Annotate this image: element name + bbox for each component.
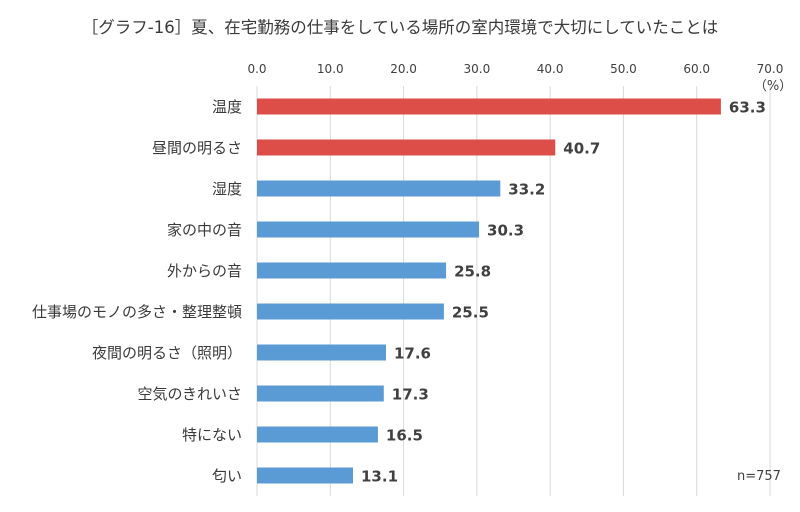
x-tick-label: 70.0 — [757, 62, 784, 76]
x-tick-label: 60.0 — [683, 62, 710, 76]
bar-value-label: 16.5 — [386, 427, 423, 445]
bar — [257, 344, 386, 361]
bar — [257, 139, 556, 156]
bar — [257, 385, 384, 402]
category-label: 匂い — [212, 467, 242, 485]
x-axis-ticks: 0.0 10.0 20.0 30.0 40.0 50.0 60.0 70.0 — [247, 62, 783, 76]
bar — [257, 98, 721, 115]
category-label: 特にない — [182, 426, 242, 444]
bar — [257, 180, 501, 197]
category-label: 温度 — [212, 98, 242, 116]
bar-value-label: 25.5 — [452, 304, 489, 322]
category-label: 昼間の明るさ — [152, 139, 242, 157]
bar — [257, 426, 378, 443]
bar-value-label: 63.3 — [729, 99, 766, 117]
category-label: 外からの音 — [167, 262, 242, 280]
bar — [257, 303, 444, 320]
category-label: 湿度 — [212, 180, 242, 198]
bars — [257, 98, 721, 484]
bar — [257, 262, 447, 279]
sample-size-note: n=757 — [737, 469, 781, 484]
x-tick-label: 20.0 — [390, 62, 417, 76]
category-label: 空気のきれいさ — [137, 385, 242, 403]
x-tick-label: 0.0 — [247, 62, 266, 76]
bar — [257, 467, 354, 484]
x-tick-label: 40.0 — [537, 62, 564, 76]
category-label: 家の中の音 — [167, 221, 242, 239]
value-labels: 63.3 40.7 33.2 30.3 25.8 25.5 17.6 17.3 16.5 13.1 — [361, 99, 766, 486]
bar — [257, 221, 480, 238]
bar-value-label: 30.3 — [487, 222, 524, 240]
chart-title: ［グラフ-16］夏、在宅勤務の仕事をしている場所の室内環境で大切にしていたことは — [81, 18, 719, 37]
x-tick-label: 30.0 — [463, 62, 490, 76]
x-tick-label: 10.0 — [317, 62, 344, 76]
bar-value-label: 25.8 — [454, 263, 491, 281]
category-label: 夜間の明るさ（照明） — [92, 344, 242, 362]
category-label: 仕事場のモノの多さ・整理整頓 — [32, 303, 242, 321]
unit-label: （%） — [754, 79, 792, 94]
gridlines — [256, 86, 771, 496]
category-labels: 温度昼間の明るさ湿度家の中の音外からの音仕事場のモノの多さ・整理整頓夜間の明るさ… — [32, 98, 242, 485]
bar-value-label: 17.6 — [394, 345, 431, 363]
bar-value-label: 40.7 — [563, 140, 600, 158]
x-tick-label: 50.0 — [610, 62, 637, 76]
bar-value-label: 13.1 — [361, 468, 398, 486]
bar-value-label: 33.2 — [508, 181, 545, 199]
bar-value-label: 17.3 — [392, 386, 429, 404]
